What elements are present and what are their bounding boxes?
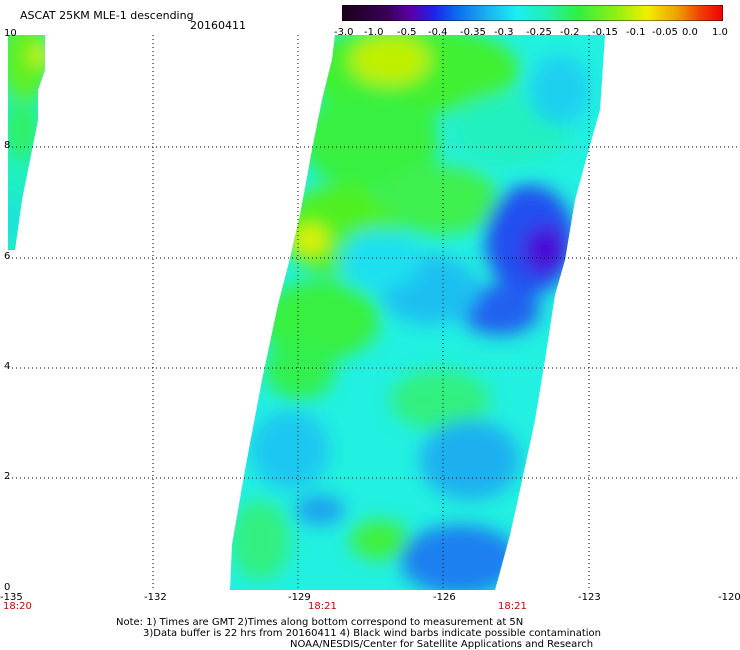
y-tick-label: 0 (4, 582, 11, 593)
colorbar-tick-label: 1.0 (712, 27, 728, 38)
x-tick-label: -120 (718, 592, 740, 603)
grid-lines (8, 35, 740, 590)
ascat-swath (230, 35, 605, 590)
x-tick-label: -132 (144, 592, 167, 603)
colorbar-tick-label: -0.1 (626, 27, 646, 38)
y-tick-label: 8 (4, 140, 11, 151)
colorbar-tick-label: -0.4 (428, 27, 448, 38)
colorbar (342, 5, 723, 21)
colorbar-tick-label: -0.35 (460, 27, 486, 38)
note-line-2: 3)Data buffer is 22 hrs from 20160411 4)… (143, 628, 601, 639)
colorbar-tick-label: -0.25 (526, 27, 552, 38)
colorbar-tick-label: -0.05 (652, 27, 678, 38)
y-tick-label: 2 (4, 471, 11, 482)
colorbar-tick-label: -0.5 (397, 27, 417, 38)
x-tick-label: -126 (433, 592, 456, 603)
note-line-1: Note: 1) Times are GMT 2)Times along bot… (116, 617, 524, 628)
y-tick-label: 6 (4, 251, 11, 262)
colorbar-tick-label: 0.0 (682, 27, 698, 38)
time-label: 18:21 (308, 601, 337, 612)
x-tick-label: -135 (0, 592, 23, 603)
chart-title: ASCAT 25KM MLE-1 descending (20, 9, 194, 22)
time-label: 18:20 (3, 601, 32, 612)
colorbar-tick-label: -3.0 (334, 27, 354, 38)
note-line-3: NOAA/NESDIS/Center for Satellite Applica… (290, 639, 594, 650)
colorbar-tick-label: -0.3 (494, 27, 514, 38)
colorbar-tick-label: -0.2 (560, 27, 580, 38)
y-tick-label: 10 (4, 28, 17, 39)
x-tick-label: -123 (578, 592, 601, 603)
date-label: 20160411 (190, 19, 246, 32)
colorbar-tick-label: -0.15 (592, 27, 618, 38)
colorbar-tick-label: -1.0 (364, 27, 384, 38)
y-tick-label: 4 (4, 361, 11, 372)
time-label: 18:21 (498, 601, 527, 612)
x-tick-label: -129 (288, 592, 311, 603)
